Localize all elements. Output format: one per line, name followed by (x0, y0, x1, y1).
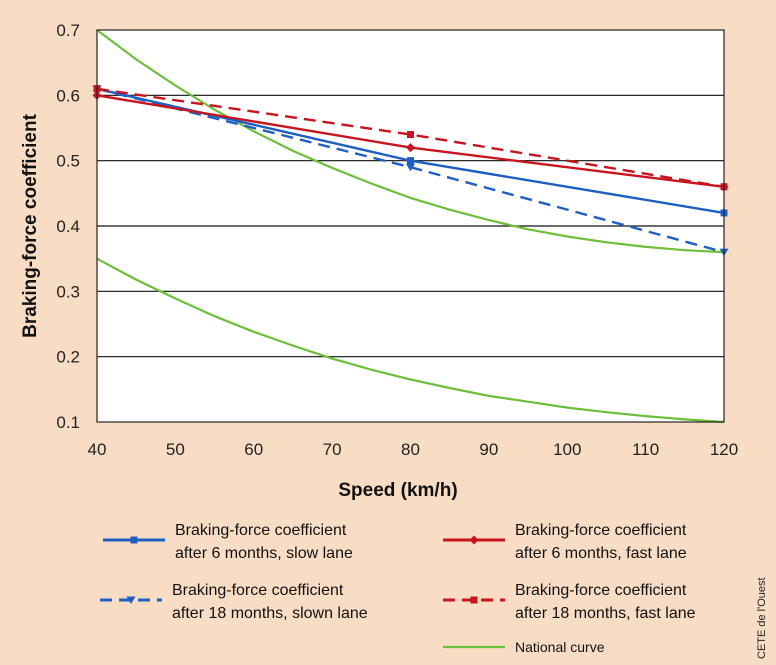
legend-swatch-marker (469, 535, 479, 545)
legend-swatch-marker (470, 596, 478, 604)
series-line-national-curve-lower (96, 257, 725, 424)
x-tick-label: 120 (710, 440, 738, 459)
legend-item-braking-force-coefficient-after-6-months-slow-lane: Braking-force coefficient after 6 months,… (103, 522, 353, 562)
x-tick-label: 70 (323, 440, 342, 459)
x-tick-label: 40 (88, 440, 107, 459)
legend-label: Braking-force coefficient (515, 522, 687, 539)
x-tick-label: 50 (166, 440, 185, 459)
y-axis-title: Braking-force coefficient (20, 113, 41, 337)
series-national-curve (96, 29, 725, 424)
x-tick-label: 90 (479, 440, 498, 459)
legend-label: after 6 months, slow lane (175, 545, 353, 562)
y-tick-label: 0.2 (56, 348, 80, 367)
y-tick-label: 0.1 (56, 413, 80, 432)
legend-item-braking-force-coefficient-after-6-months-fast-lane: Braking-force coefficient after 6 months,… (443, 522, 687, 562)
legend-swatch-marker (130, 536, 138, 544)
x-tick-label: 100 (553, 440, 581, 459)
legend-label: Braking-force coefficient (515, 582, 687, 599)
legend-item-braking-force-coefficient-after-18-months-fast-lane: Braking-force coefficient after 18 months… (443, 582, 696, 622)
plot-frame (96, 29, 725, 423)
legend-label: after 18 months, slown lane (172, 605, 368, 622)
y-tick-label: 0.4 (56, 217, 80, 236)
legend-swatch-marker (126, 596, 136, 604)
data-point-marker (406, 143, 415, 153)
legend-label: Braking-force coefficient (175, 522, 347, 539)
data-point-marker (407, 131, 414, 139)
x-tick-label: 60 (244, 440, 263, 459)
legend-item-braking-force-coefficient-after-18-months-slown-lane: Braking-force coefficient after 18 months… (100, 582, 368, 622)
x-axis-title: Speed (km/h) (338, 480, 457, 501)
legend: Braking-force coefficient after 6 months,… (100, 522, 696, 655)
legend-label: Braking-force coefficient (172, 582, 344, 599)
legend-label: after 6 months, fast lane (515, 545, 687, 562)
y-tick-label: 0.3 (56, 282, 80, 301)
credit-text: CETE de l'Ouest (756, 577, 768, 659)
data-point-marker (406, 163, 415, 172)
data-point-marker (407, 157, 414, 165)
y-tick-label: 0.5 (56, 152, 80, 171)
tick-labels: 0.1 0.2 0.3 0.4 0.5 0.6 0.7 40 50 60 70 80 90 100 110 1… (56, 21, 738, 459)
series-line-national-curve-upper (96, 29, 725, 254)
legend-label: after 18 months, fast lane (515, 605, 696, 622)
x-tick-label: 110 (632, 440, 659, 459)
legend-label: National curve (515, 639, 605, 655)
y-tick-label: 0.7 (56, 21, 80, 40)
y-tick-label: 0.6 (56, 86, 80, 105)
legend-item-national-curve: National curve (443, 639, 605, 655)
x-tick-label: 80 (401, 440, 420, 459)
series-line-braking-force-coefficient-after-18-months-fast-lane (96, 87, 725, 188)
